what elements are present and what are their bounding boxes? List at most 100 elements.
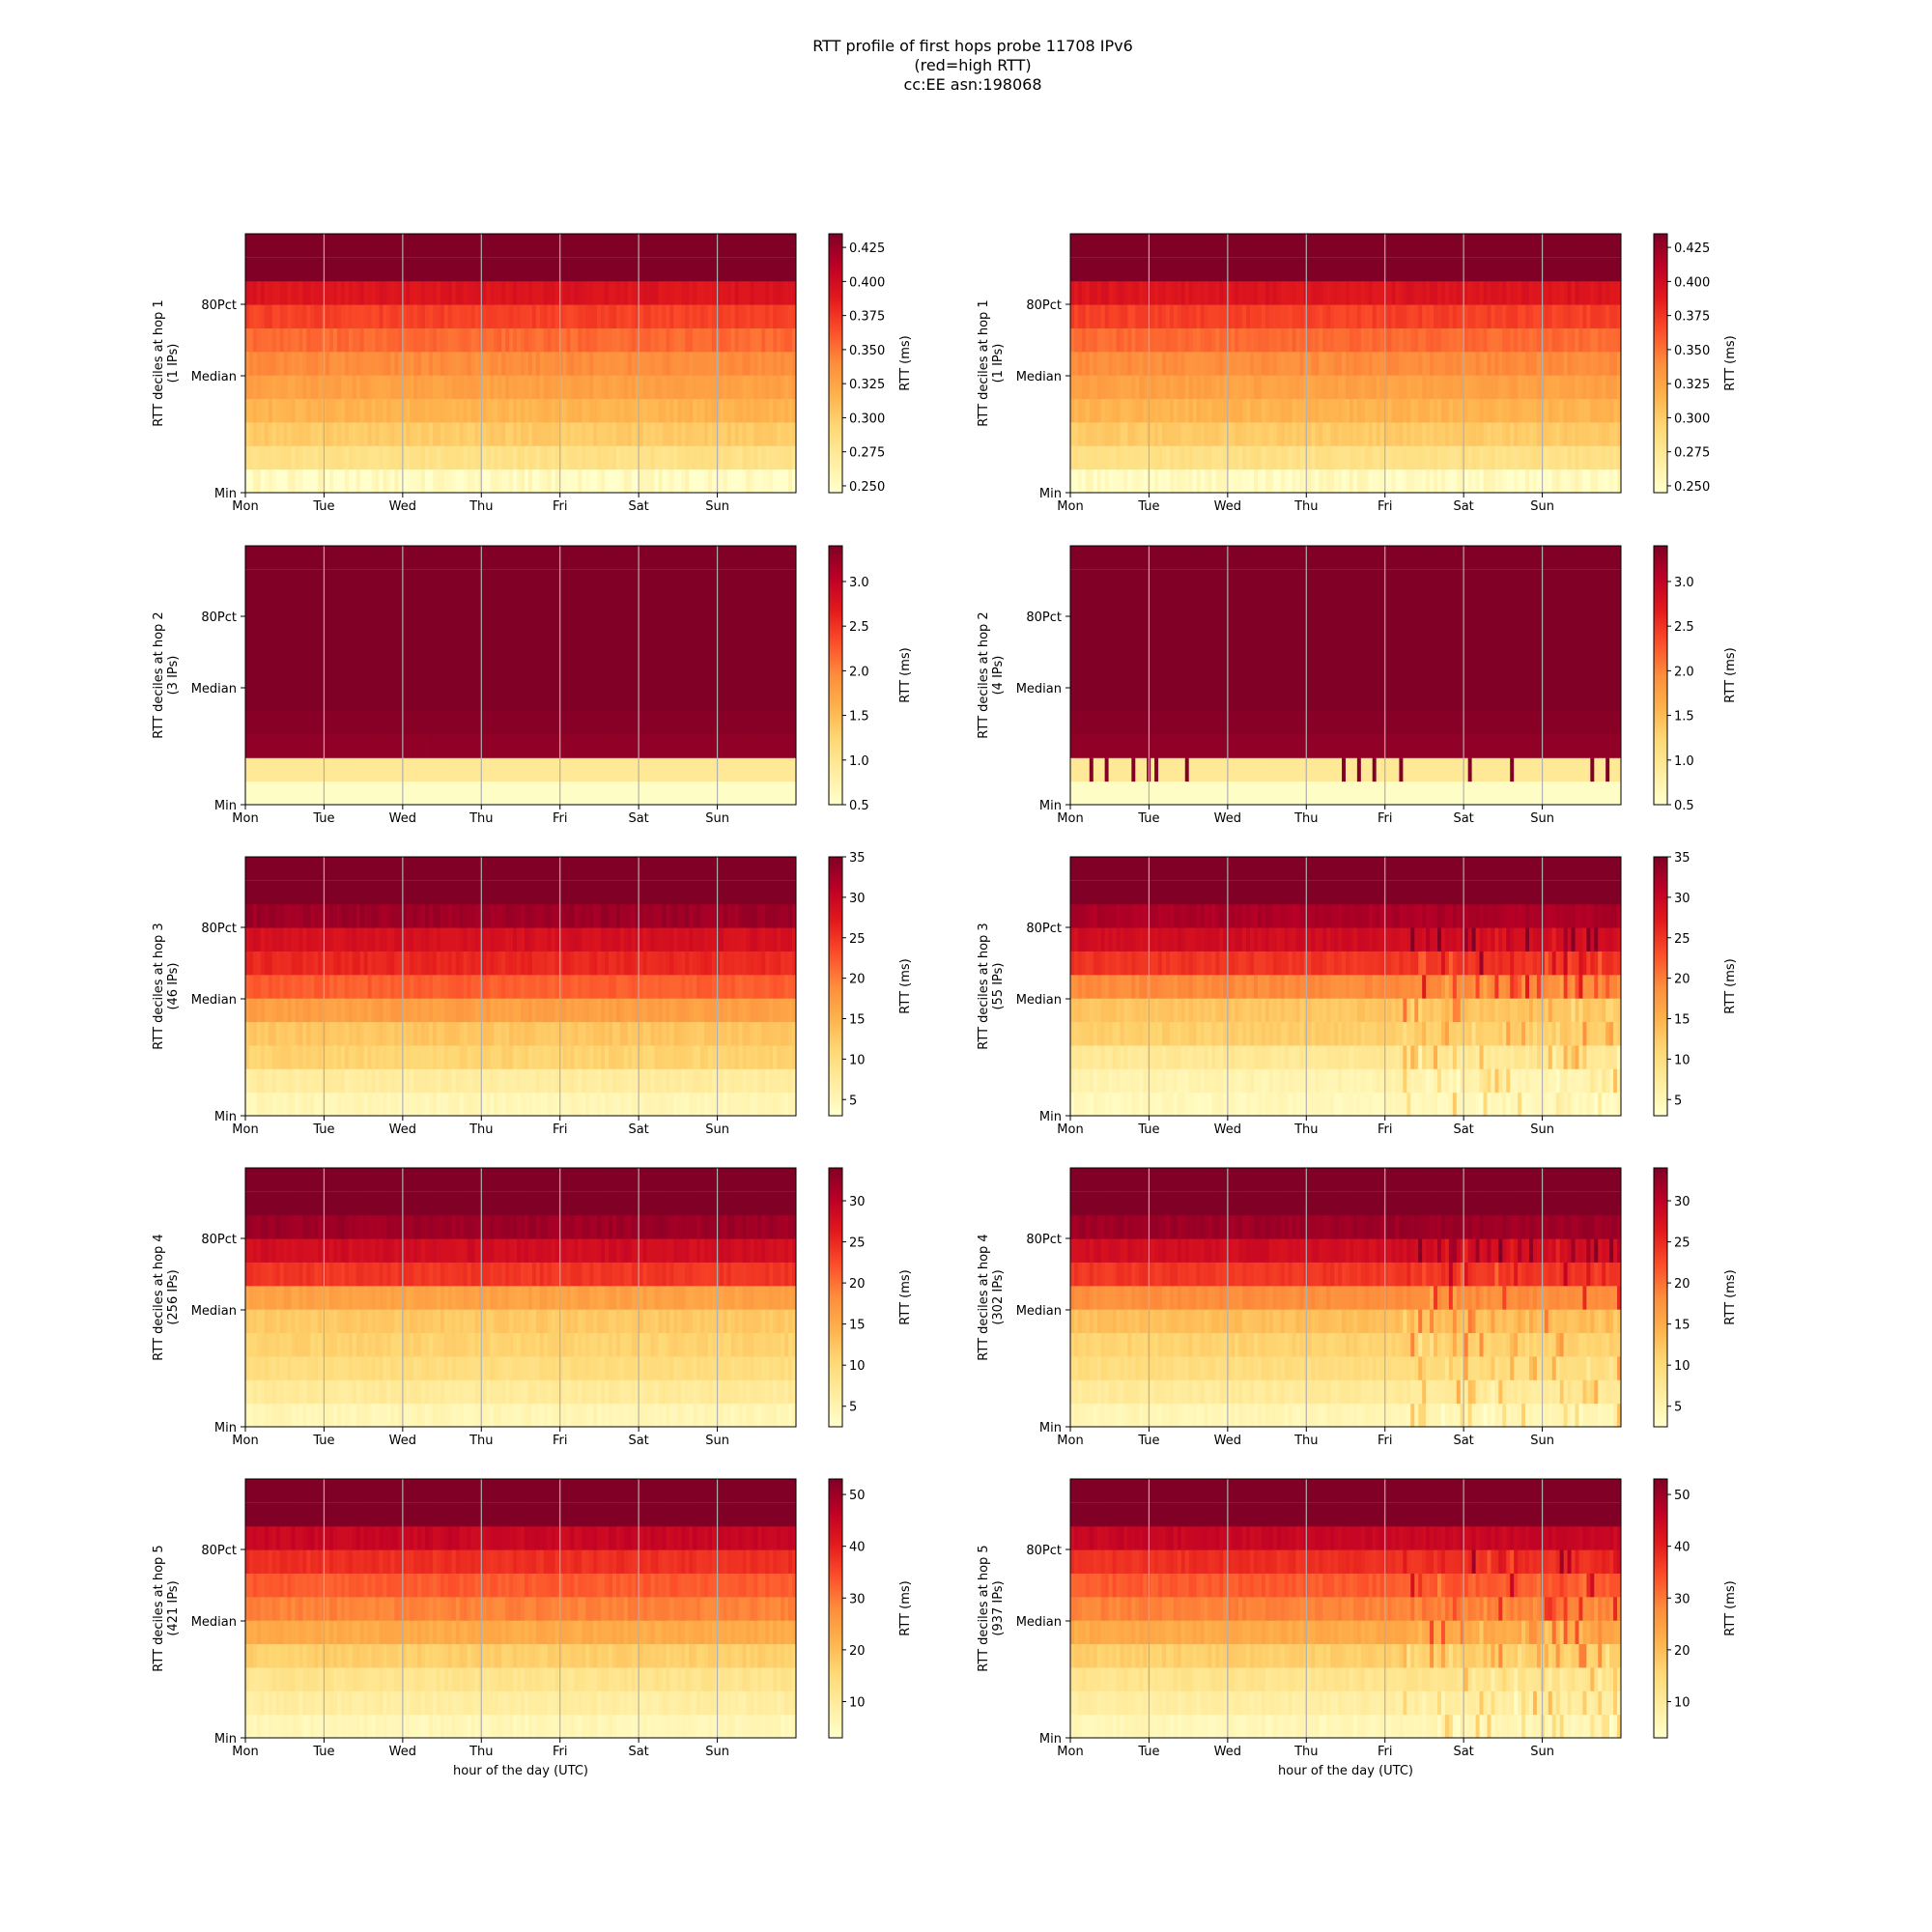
heatmap-cell — [474, 469, 479, 494]
heatmap-cell — [1334, 398, 1339, 423]
heatmap-cell — [746, 616, 751, 640]
heatmap-cell — [314, 733, 319, 758]
heatmap-cell — [1165, 469, 1171, 494]
heatmap-cell — [761, 398, 766, 423]
heatmap-cell — [704, 445, 709, 470]
heatmap-cell — [1231, 304, 1236, 328]
heatmap-cell — [1326, 469, 1331, 494]
heatmap-cell — [566, 375, 571, 400]
heatmap-cell — [1418, 304, 1423, 328]
heatmap-cell — [1360, 375, 1366, 400]
heatmap-cell — [1104, 445, 1109, 470]
heatmap-cell — [734, 398, 740, 423]
heatmap-cell — [501, 304, 506, 328]
heatmap-cell — [447, 421, 453, 446]
heatmap-cell — [734, 257, 740, 282]
heatmap-cell — [1463, 421, 1469, 446]
heatmap-cell — [631, 616, 637, 640]
heatmap-cell — [1257, 327, 1263, 353]
heatmap-cell — [463, 421, 468, 446]
heatmap-cell — [314, 781, 319, 806]
heatmap-cell — [375, 639, 380, 665]
heatmap-cell — [719, 687, 724, 712]
heatmap-cell — [355, 398, 361, 423]
heatmap-cell — [1494, 375, 1499, 400]
heatmap-cell — [1077, 327, 1083, 353]
heatmap-cell — [1430, 421, 1435, 446]
heatmap-cell — [1467, 304, 1473, 328]
heatmap-cell — [639, 327, 644, 353]
heatmap-cell — [1151, 234, 1155, 258]
heatmap-cell — [470, 710, 475, 735]
heatmap-cell — [1200, 234, 1205, 258]
heatmap-cell — [1551, 257, 1557, 282]
heatmap-cell — [1165, 351, 1171, 376]
heatmap-cell — [1120, 375, 1124, 400]
heatmap-cell — [318, 327, 323, 353]
heatmap-cell — [673, 616, 678, 640]
heatmap-cell — [359, 469, 365, 494]
heatmap-cell — [497, 351, 502, 376]
heatmap-cell — [574, 733, 579, 758]
heatmap-cell — [562, 327, 567, 353]
heatmap-cell — [486, 546, 491, 570]
heatmap-cell — [685, 351, 690, 376]
heatmap-cell — [689, 398, 694, 423]
heatmap-cell — [1227, 257, 1232, 282]
heatmap-cell — [390, 592, 395, 617]
heatmap-cell — [271, 257, 277, 282]
heatmap-cell — [781, 234, 785, 258]
heatmap-cell — [1127, 327, 1132, 353]
heatmap-cell — [283, 375, 288, 400]
heatmap-cell — [689, 757, 694, 782]
heatmap-cell — [497, 592, 502, 617]
heatmap-cell — [264, 280, 270, 305]
heatmap-cell — [654, 757, 659, 782]
heatmap-cell — [513, 710, 518, 735]
heatmap-cell — [517, 710, 522, 735]
heatmap-cell — [275, 469, 281, 494]
heatmap-cell — [1506, 257, 1511, 282]
heatmap-cell — [1551, 375, 1557, 400]
heatmap-cell — [398, 280, 403, 305]
heatmap-cell — [723, 687, 728, 712]
heatmap-cell — [432, 304, 438, 328]
heatmap-cell — [245, 257, 250, 282]
heatmap-cell — [1418, 351, 1423, 376]
heatmap-cell — [1487, 375, 1492, 400]
heatmap-cell — [673, 398, 678, 423]
heatmap-cell — [1617, 421, 1622, 446]
heatmap-cell — [447, 398, 453, 423]
heatmap-cell — [1598, 327, 1603, 353]
heatmap-cell — [654, 280, 659, 305]
heatmap-cell — [1326, 445, 1331, 470]
heatmap-cell — [524, 639, 529, 665]
heatmap-cell — [582, 592, 586, 617]
heatmap-cell — [1235, 257, 1239, 282]
heatmap-cell — [1602, 445, 1606, 470]
heatmap-cell — [406, 304, 411, 328]
heatmap-cell — [742, 327, 747, 353]
heatmap-cell — [436, 710, 441, 735]
heatmap-cell — [609, 616, 613, 640]
heatmap-cell — [1346, 327, 1350, 353]
heatmap-cell — [406, 421, 411, 446]
heatmap-cell — [521, 304, 526, 328]
heatmap-cell — [658, 234, 663, 258]
heatmap-cell — [1502, 421, 1507, 446]
heatmap-cell — [726, 569, 732, 594]
heatmap-cell — [1418, 398, 1423, 423]
heatmap-cell — [505, 710, 510, 735]
heatmap-cell — [1093, 280, 1098, 305]
heatmap-cell — [730, 234, 736, 258]
heatmap-cell — [658, 733, 663, 758]
heatmap-cell — [478, 710, 483, 735]
heatmap-cell — [1180, 781, 1186, 806]
heatmap-cell — [367, 757, 373, 782]
heatmap-cell — [1342, 781, 1347, 806]
heatmap-cell — [726, 663, 732, 688]
heatmap-cell — [429, 616, 434, 640]
heatmap-cell — [256, 757, 262, 782]
heatmap-cell — [1085, 781, 1091, 806]
heatmap-cell — [1410, 445, 1415, 470]
